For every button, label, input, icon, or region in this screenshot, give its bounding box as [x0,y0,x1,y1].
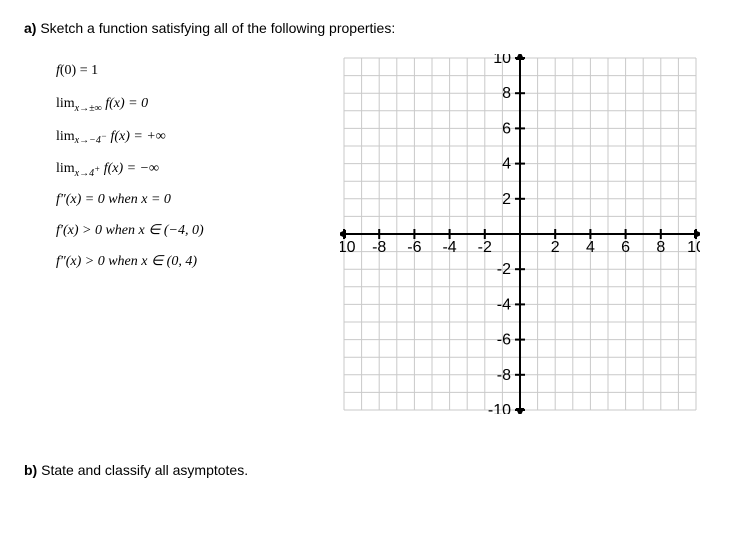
prop-1: f(0) = 1 [56,54,316,87]
coordinate-grid: -10 -8 -6 -4 -2 2 4 6 8 10 10 8 6 4 2 -2 -4 -6 -8 -10 [340,54,700,414]
svg-text:-8: -8 [497,367,511,384]
svg-text:6: 6 [621,239,630,256]
prop-6: f′(x) > 0 when x ∈ (−4, 0) [56,216,316,247]
svg-text:6: 6 [502,120,511,137]
prop-7: f″(x) > 0 when x ∈ (0, 4) [56,247,316,278]
part-a-text: Sketch a function satisfying all of the … [36,20,395,36]
svg-text:-2: -2 [478,239,492,256]
svg-text:8: 8 [656,239,665,256]
svg-text:-10: -10 [488,402,511,414]
svg-text:-4: -4 [442,239,456,256]
prop-3: limx→−4− f(x) = +∞ [56,120,316,153]
part-b-prompt: b) State and classify all asymptotes. [24,462,709,478]
properties-list: f(0) = 1 limx→±∞ f(x) = 0 limx→−4− f(x) … [56,54,316,278]
svg-text:2: 2 [551,239,560,256]
svg-text:4: 4 [586,239,595,256]
prop-2: limx→±∞ f(x) = 0 [56,87,316,120]
svg-text:10: 10 [493,54,511,67]
part-b-label: b) [24,462,37,478]
svg-text:8: 8 [502,85,511,102]
svg-text:-6: -6 [497,332,511,349]
prop-5: f″(x) = 0 when x = 0 [56,185,316,216]
svg-text:2: 2 [502,191,511,208]
svg-text:4: 4 [502,156,511,173]
svg-text:-10: -10 [340,239,356,256]
part-a-label: a) [24,20,36,36]
svg-text:-8: -8 [372,239,386,256]
grid-svg: -10 -8 -6 -4 -2 2 4 6 8 10 10 8 6 4 2 -2 -4 -6 -8 -10 [340,54,700,414]
part-b-text: State and classify all asymptotes. [37,462,248,478]
svg-text:10: 10 [687,239,700,256]
svg-text:-2: -2 [497,261,511,278]
svg-text:-4: -4 [497,296,511,313]
part-a-prompt: a) Sketch a function satisfying all of t… [24,20,709,36]
svg-text:-6: -6 [407,239,421,256]
prop-4: limx→4+ f(x) = −∞ [56,152,316,185]
